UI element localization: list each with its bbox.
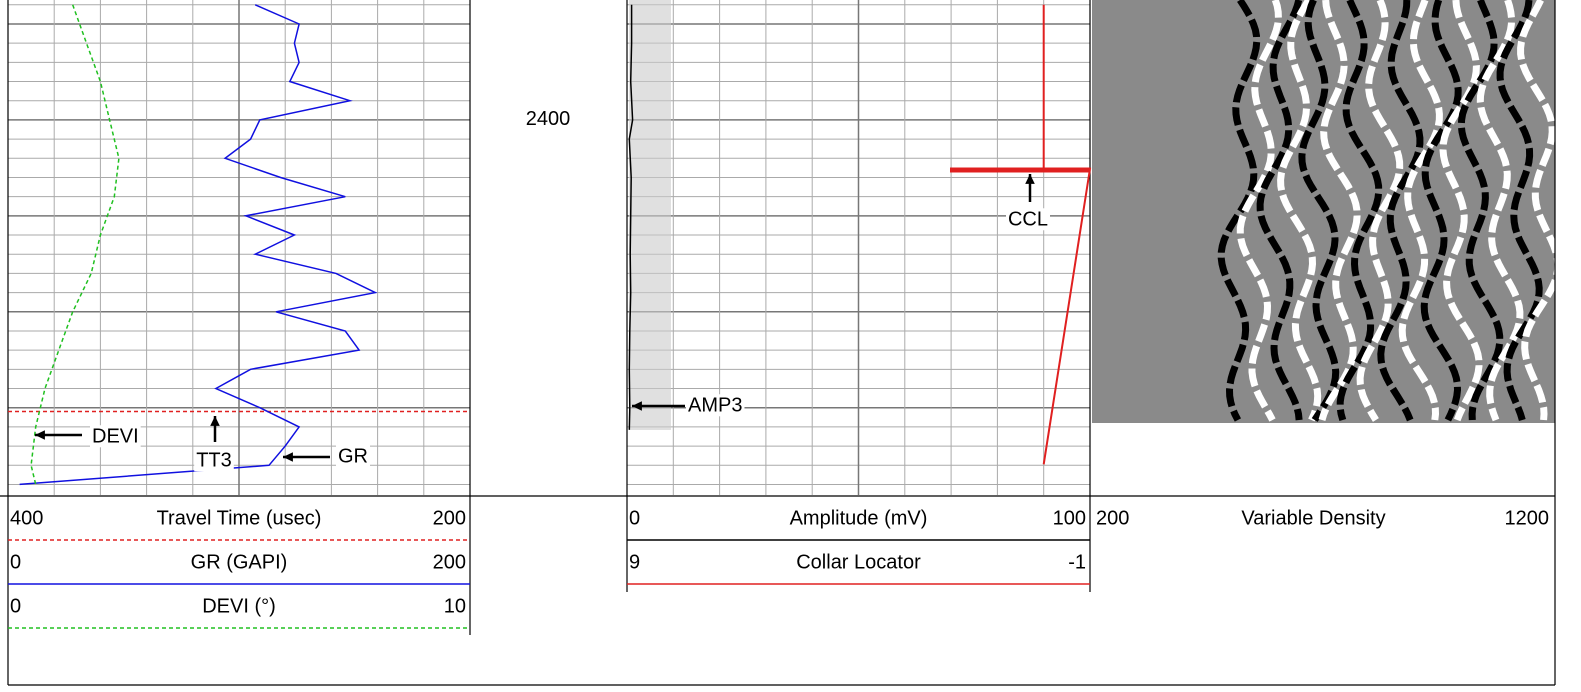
annotation-label: AMP3 — [688, 394, 742, 416]
curve — [628, 4, 634, 430]
vdl-stripe — [1256, 0, 1303, 421]
depth-label: 2400 — [526, 108, 571, 130]
vdl-stripe — [1277, 0, 1322, 422]
arrow-head — [210, 416, 220, 426]
scale-max: 200 — [433, 507, 466, 529]
scale-min: 400 — [10, 507, 43, 529]
scale-min: 0 — [10, 595, 21, 617]
vdl-stripe — [1377, 0, 1424, 422]
annotation-bg — [1005, 208, 1051, 231]
vdl-stripe — [1439, 0, 1483, 422]
curve-name: GR (GAPI) — [191, 551, 288, 573]
scale-max: -1 — [1068, 551, 1086, 573]
curve — [30, 4, 120, 485]
vdl-stripe — [1476, 0, 1524, 422]
arrow-head — [35, 430, 45, 440]
annotation-label: GR — [338, 445, 368, 467]
vdl-stripe — [1356, 0, 1404, 422]
vdl-stripe — [1217, 0, 1261, 422]
annotation-label: DEVI — [92, 425, 139, 447]
vdl-stripe — [1398, 0, 1443, 421]
curve-name: Collar Locator — [796, 551, 921, 573]
scale-min: 9 — [629, 551, 640, 573]
curve-name: DEVI (°) — [202, 595, 276, 617]
annotation-bg — [336, 445, 370, 468]
arrow-head — [283, 452, 293, 462]
amp-shade — [629, 0, 671, 430]
scale-max: 200 — [433, 551, 466, 573]
vdl-stripe — [1318, 0, 1361, 422]
vdl-stripe — [1420, 0, 1462, 422]
curve-name: Travel Time (usec) — [157, 507, 322, 529]
curve — [951, 4, 1092, 465]
scale-max: 100 — [1053, 507, 1086, 529]
vdl-stripe — [1298, 0, 1340, 422]
vdl-stripe — [1517, 0, 1562, 421]
vdl-stripe — [1336, 0, 1383, 421]
scale-max: 1200 — [1505, 507, 1550, 529]
curve-name: Amplitude (mV) — [790, 507, 928, 529]
annotation-bg — [90, 425, 141, 448]
scale-max: 10 — [444, 595, 466, 617]
scale-min: 200 — [1096, 507, 1129, 529]
arrow-head — [1025, 174, 1035, 184]
curve — [19, 4, 378, 486]
annotation-bg — [194, 449, 234, 472]
vdl-stripe — [1236, 0, 1282, 422]
annotation-label: CCL — [1008, 208, 1048, 230]
scale-min: 0 — [10, 551, 21, 573]
annotation-label: TT3 — [196, 449, 232, 471]
track-title: Variable Density — [1241, 507, 1385, 529]
arrow-head — [632, 401, 642, 411]
vdl-stripe — [1496, 0, 1543, 422]
annotation-bg — [686, 394, 745, 417]
scale-min: 0 — [629, 507, 640, 529]
